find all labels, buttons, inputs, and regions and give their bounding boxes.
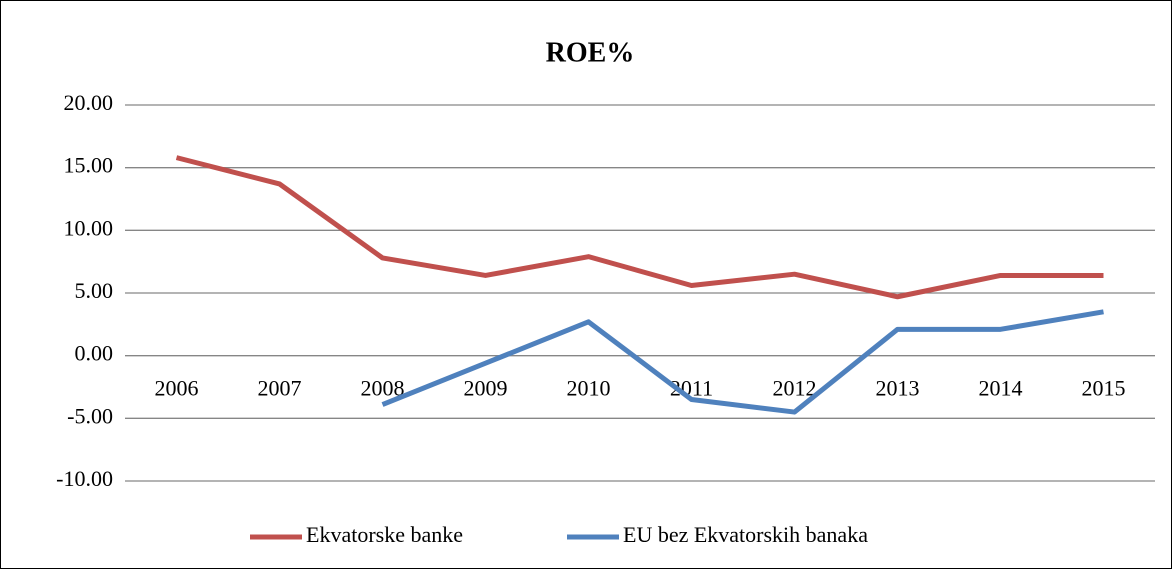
y-tick-label: 15.00 xyxy=(64,153,114,178)
x-tick-label: 2006 xyxy=(155,376,199,401)
legend-label: Ekvatorske banke xyxy=(306,522,463,547)
y-tick-label: -5.00 xyxy=(67,403,113,428)
series-line xyxy=(381,309,1104,415)
y-tick-label: -10.00 xyxy=(56,466,113,491)
chart-title: ROE% xyxy=(546,37,635,68)
series-line xyxy=(175,155,1104,300)
y-tick-label: 0.00 xyxy=(75,341,114,366)
y-tick-label: 10.00 xyxy=(64,215,114,240)
y-tick-label: 20.00 xyxy=(64,90,114,115)
x-tick-label: 2009 xyxy=(464,376,508,401)
x-tick-label: 2013 xyxy=(876,376,920,401)
legend-label: EU bez Ekvatorskih banaka xyxy=(623,522,868,547)
x-tick-label: 2014 xyxy=(979,376,1023,401)
y-tick-label: 5.00 xyxy=(75,278,114,303)
x-tick-label: 2015 xyxy=(1082,376,1126,401)
x-tick-label: 2012 xyxy=(773,376,817,401)
x-tick-label: 2010 xyxy=(567,376,611,401)
x-tick-label: 2007 xyxy=(258,376,302,401)
